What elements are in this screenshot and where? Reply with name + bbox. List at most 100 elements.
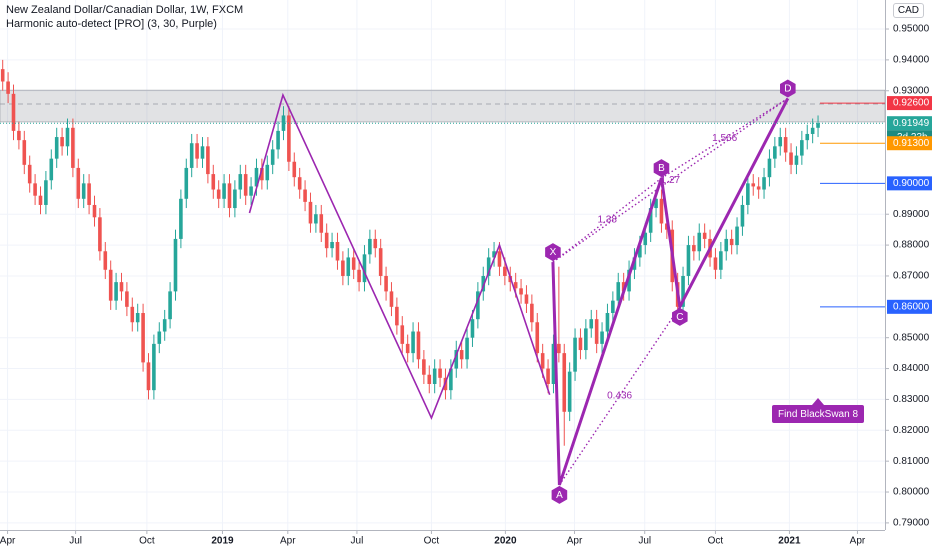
ratio-label: 1.27 (661, 175, 681, 186)
candle-body (681, 275, 685, 307)
candle-body (800, 140, 804, 156)
candle-body (179, 198, 183, 239)
resistance-zone (0, 89, 886, 123)
candle-body (567, 371, 572, 412)
candle-body (389, 291, 394, 307)
pattern-point-label: B (658, 163, 665, 174)
candle-body (206, 146, 210, 175)
candle-body (54, 137, 59, 159)
candle-body (195, 143, 199, 159)
candle-body (22, 140, 27, 165)
candle-body (276, 130, 280, 150)
y-tick-label: 0.93000 (893, 85, 930, 96)
candle-body (584, 328, 588, 351)
candle-body (459, 350, 464, 360)
candle-body (422, 359, 426, 375)
candle-body (227, 183, 232, 209)
candle-body (222, 183, 226, 199)
candle-body (740, 204, 745, 227)
candle-body (162, 319, 167, 332)
candle-body (729, 238, 734, 246)
candle-body (400, 325, 405, 344)
candle-body (557, 343, 561, 354)
last-price-box (887, 116, 932, 131)
candle-body (27, 164, 32, 184)
candle-body (486, 257, 491, 276)
candle-body (530, 303, 534, 323)
candle-body (686, 245, 691, 276)
currency-button[interactable]: CAD (892, 3, 924, 18)
candle-body (735, 226, 739, 246)
candle-body (405, 343, 410, 354)
pattern-line (551, 97, 790, 486)
candle-body (384, 275, 388, 292)
candle-body (697, 232, 702, 252)
candle-body (638, 245, 642, 258)
candle-body (513, 282, 518, 289)
candle-body (432, 368, 437, 384)
ratio-label: 1.566 (712, 133, 737, 144)
level-label: 0.92600 (893, 98, 930, 109)
candle-body (130, 306, 135, 323)
candle-body (141, 312, 145, 363)
ratio-line (552, 177, 662, 263)
candle-body (173, 238, 178, 292)
y-tick-label: 0.95000 (893, 24, 930, 35)
candle-body (411, 331, 415, 354)
candle-body (773, 146, 777, 159)
candle-body (481, 275, 486, 292)
candle-body (600, 331, 604, 344)
candle-body (346, 257, 351, 276)
candle-body (260, 167, 264, 181)
candle-body (308, 201, 313, 224)
y-tick-label: 0.81000 (893, 456, 930, 467)
candle-body (92, 204, 97, 218)
candle-body (702, 232, 707, 239)
candle-body (357, 269, 361, 283)
candle-body (0, 69, 5, 82)
y-tick-label: 0.94000 (893, 55, 930, 66)
x-tick-label: Apr (280, 536, 296, 547)
candle-body (114, 282, 118, 301)
ratio-line (661, 97, 789, 179)
candle-body (724, 238, 729, 252)
level-box (887, 96, 932, 111)
candle-body (281, 115, 286, 131)
x-tick-label: Oct (708, 536, 724, 547)
candle-body (449, 368, 453, 391)
candle-body (319, 214, 324, 233)
pattern-point (551, 485, 568, 504)
candle-body (108, 269, 113, 301)
candle-body (125, 291, 129, 307)
candle-body (33, 183, 37, 196)
x-tick-label: Oct (424, 536, 440, 547)
candle-body (378, 248, 383, 276)
candle-body (368, 238, 372, 255)
candle-body (103, 251, 108, 270)
candle-body (98, 217, 102, 252)
candle-body (438, 368, 442, 378)
y-tick-label: 0.79000 (893, 518, 930, 529)
x-tick-label: Apr (850, 536, 866, 547)
candle-body (589, 319, 594, 329)
x-tick-label: 2019 (211, 536, 234, 547)
candle-body (216, 189, 221, 199)
candle-body (503, 266, 507, 276)
candle-body (238, 174, 243, 190)
y-tick-label: 0.80000 (893, 487, 930, 498)
candle-body (44, 180, 48, 205)
candle-body (416, 331, 421, 360)
level-box (887, 299, 932, 314)
candle-body (756, 186, 761, 190)
candle-body (573, 337, 577, 372)
pattern-point (545, 243, 561, 262)
annotation-label: Find BlackSwan 8 (772, 398, 864, 423)
candle-body (594, 319, 599, 344)
candle-body (341, 260, 345, 276)
candle-body (492, 251, 496, 258)
candle-body (200, 146, 205, 159)
pattern-point (653, 159, 670, 178)
level-box (887, 136, 932, 151)
candle-body (189, 143, 194, 168)
